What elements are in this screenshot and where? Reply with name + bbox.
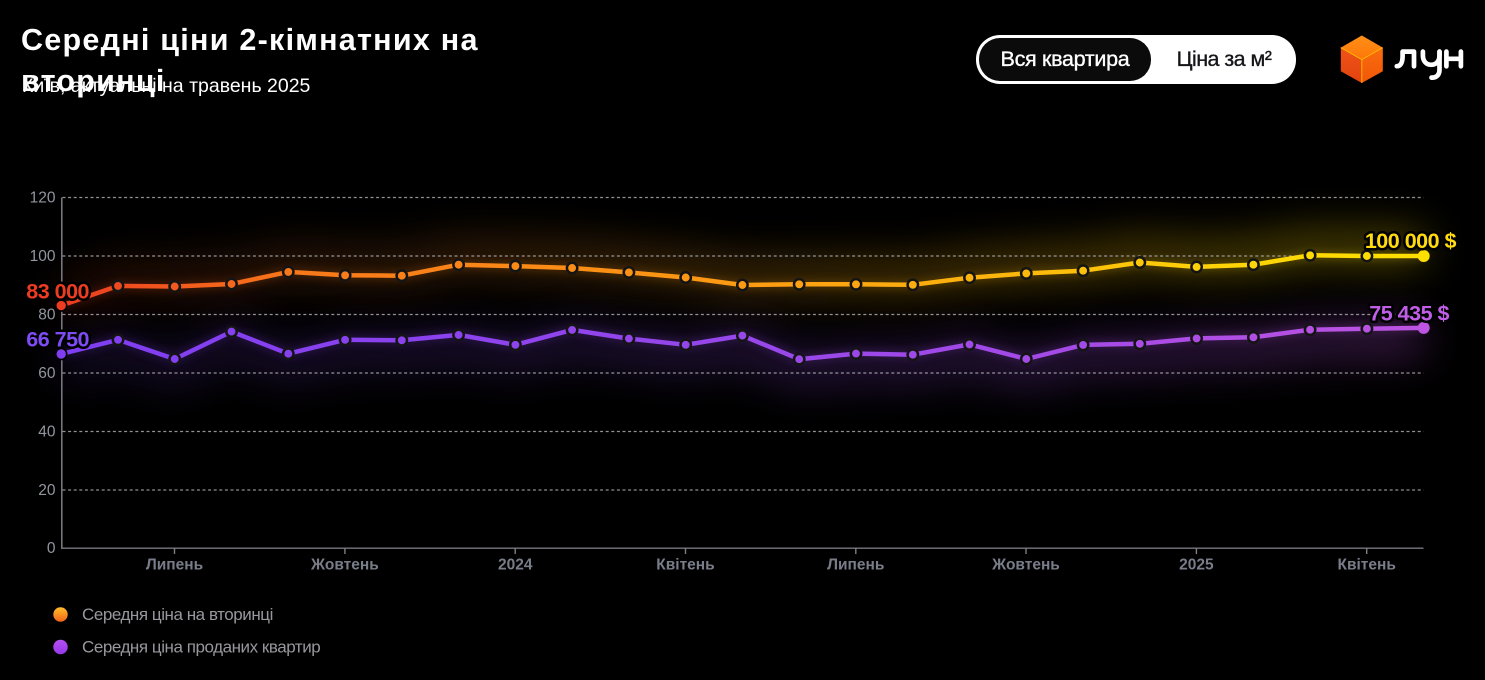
svg-text:Жовтень: Жовтень xyxy=(310,557,379,574)
svg-text:80: 80 xyxy=(38,307,56,324)
svg-text:2025: 2025 xyxy=(1179,557,1214,574)
svg-text:83 000: 83 000 xyxy=(26,280,89,304)
svg-text:66 750: 66 750 xyxy=(26,328,89,352)
svg-text:Липень: Липень xyxy=(827,557,884,574)
svg-text:Середня ціна на вторинці: Середня ціна на вторинці xyxy=(82,605,273,624)
svg-text:75 435 $: 75 435 $ xyxy=(1369,302,1449,326)
svg-text:Квітень: Квітень xyxy=(1337,557,1395,574)
svg-text:20: 20 xyxy=(38,482,56,499)
svg-text:40: 40 xyxy=(38,424,56,441)
svg-text:100: 100 xyxy=(30,248,56,265)
svg-text:Квітень: Квітень xyxy=(656,557,714,574)
svg-text:2024: 2024 xyxy=(498,557,533,574)
svg-text:Жовтень: Жовтень xyxy=(991,557,1060,574)
svg-text:120: 120 xyxy=(30,190,56,207)
svg-text:100 000 $: 100 000 $ xyxy=(1365,229,1457,253)
svg-text:Середня ціна проданих квартир: Середня ціна проданих квартир xyxy=(82,638,320,657)
svg-text:Липень: Липень xyxy=(146,557,203,574)
svg-text:60: 60 xyxy=(38,365,56,382)
svg-text:0: 0 xyxy=(47,540,56,557)
